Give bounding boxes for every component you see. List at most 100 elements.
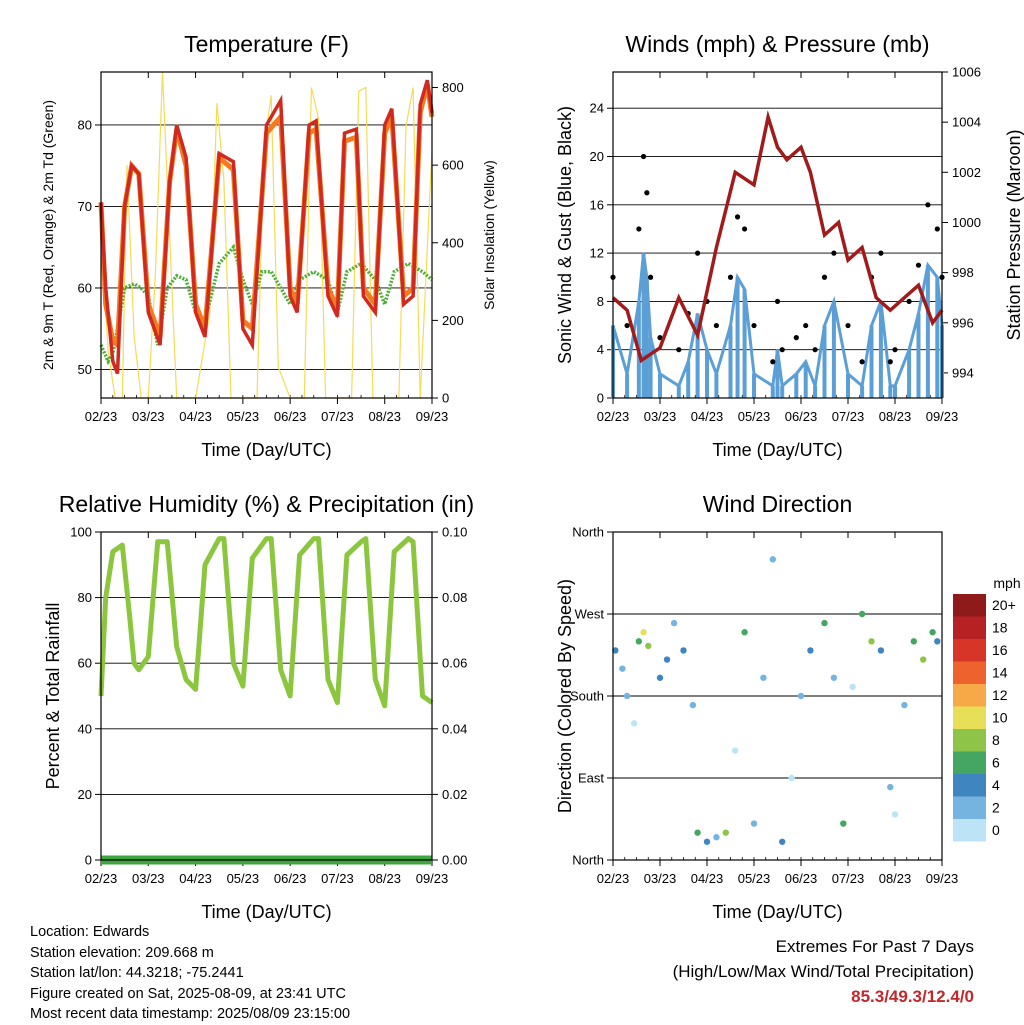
y-right-tick-label: 800	[442, 80, 464, 95]
extremes-subtitle: (High/Low/Max Wind/Total Precipitation)	[672, 962, 974, 981]
direction-point	[703, 838, 711, 845]
gust-point	[636, 226, 642, 232]
y-right-tick-label: 0	[442, 391, 449, 406]
x-tick-label: 08/23	[368, 871, 401, 886]
x-axis-label: Time (Day/UTC)	[712, 440, 842, 460]
direction-point	[750, 820, 758, 827]
direction-point	[797, 692, 805, 700]
gust-point	[774, 298, 781, 305]
y-right-tick-label: 1000	[952, 215, 981, 230]
gust-point	[742, 226, 748, 232]
x-tick-label: 06/23	[785, 871, 818, 886]
y-tick-label: 80	[78, 590, 92, 605]
y-tick-label: East	[578, 771, 604, 786]
y-right-tick-label: 0.00	[442, 853, 467, 868]
gust-point	[770, 359, 776, 365]
legend-label: 10	[992, 710, 1008, 726]
gust-point	[845, 322, 851, 329]
y-tick-label: 50	[78, 362, 92, 377]
x-tick-label: 03/23	[644, 409, 677, 424]
y-tick-label: 4	[597, 342, 604, 357]
x-axis-label: Time (Day/UTC)	[712, 902, 842, 922]
x-tick-label: 03/23	[132, 871, 165, 886]
legend-swatch	[953, 661, 986, 684]
series-pressure	[611, 110, 944, 364]
direction-point	[821, 619, 828, 627]
gust-point	[859, 359, 865, 365]
y-right-tick-label: 0.10	[442, 525, 467, 540]
plot-frame	[612, 71, 943, 399]
series-dewpoint	[99, 243, 434, 366]
direction-point	[722, 829, 729, 836]
station-elevation: Station elevation: 209.668 m	[30, 944, 214, 961]
x-tick-label: 02/23	[597, 871, 630, 886]
y-right-tick-label: 998	[952, 265, 974, 280]
y-right-tick-label: 0.02	[442, 787, 467, 802]
direction-point	[619, 665, 626, 672]
extremes-title: Extremes For Past 7 Days	[775, 937, 974, 956]
panel-title: Winds (mph) & Pressure (mb)	[625, 31, 929, 57]
y-right-tick-label: 994	[952, 365, 974, 380]
series-temp2m	[99, 79, 434, 375]
direction-point	[623, 692, 631, 700]
x-tick-label: 07/23	[832, 871, 865, 886]
x-tick-label: 05/23	[738, 871, 771, 886]
gust-point	[906, 298, 912, 305]
legend-label: 8	[992, 732, 1000, 748]
gust-point	[713, 322, 720, 329]
y-tick-label: 60	[78, 280, 92, 295]
x-tick-label: 02/23	[85, 409, 118, 424]
panel-1: Temperature (F) 50 60 70 80 02/23 03/23 04/23 05…	[40, 31, 497, 460]
speed-legend: mph 20+ 18 16 14 12 10 8 6 4 2 0	[953, 575, 1021, 842]
y-tick-label: 8	[597, 294, 604, 309]
panel-2: Winds (mph) & Pressure (mb) 0 4 8 12 16 20 24 02…	[555, 31, 1024, 460]
y-tick-label: 40	[78, 721, 92, 736]
panel-title: Relative Humidity (%) & Precipitation (i…	[59, 491, 474, 517]
direction-point	[663, 656, 671, 663]
legend-swatch	[953, 639, 986, 662]
y-axis-label: Direction (Colored By Speed)	[555, 579, 575, 813]
x-tick-label: 09/23	[416, 409, 449, 424]
direction-point	[807, 647, 814, 654]
direction-point	[849, 683, 856, 691]
direction-point	[670, 619, 678, 627]
gust-point	[624, 322, 630, 329]
gust-point	[640, 153, 647, 160]
extremes-value: 85.3/49.3/12.4/0	[851, 987, 974, 1006]
station-latlon: Station lat/lon: 44.3218; -75.2441	[30, 965, 244, 981]
y-tick-label: 70	[78, 199, 92, 214]
direction-point	[887, 783, 894, 791]
y-tick-label: 16	[590, 197, 604, 212]
y-axis-label: Percent & Total Rainfall	[43, 603, 63, 790]
y-right-tick-label: 600	[442, 158, 464, 173]
gust-point	[887, 359, 893, 365]
y-tick-label: South	[570, 689, 604, 704]
direction-point	[868, 638, 875, 645]
direction-point	[901, 701, 908, 709]
legend-swatch	[953, 774, 986, 797]
direction-point	[635, 638, 643, 645]
direction-point	[840, 820, 847, 827]
x-tick-label: 04/23	[691, 409, 724, 424]
y-tick-label: 60	[78, 656, 92, 671]
x-tick-label: 03/23	[644, 871, 677, 886]
direction-point	[788, 774, 795, 782]
gust-point	[648, 274, 654, 280]
y-tick-label: 20	[78, 787, 92, 802]
series-direction	[612, 556, 941, 845]
y-right-tick-label: 996	[952, 315, 974, 330]
x-tick-label: 04/23	[179, 409, 212, 424]
y-right-tick-label: 0.04	[442, 721, 467, 736]
y-tick-label: West	[575, 607, 605, 622]
direction-point	[640, 629, 647, 636]
plot-frame	[612, 531, 943, 861]
y-tick-label: 80	[78, 117, 92, 132]
x-tick-label: 06/23	[274, 871, 307, 886]
x-tick-label: 09/23	[416, 871, 449, 886]
x-tick-label: 07/23	[321, 409, 354, 424]
y-axis-label: 2m & 9m T (Red, Orange) & 2m Td (Green)	[40, 100, 56, 370]
series-gust	[610, 153, 945, 365]
x-tick-label: 05/23	[227, 409, 260, 424]
gust-point	[751, 322, 757, 329]
legend-swatch	[953, 684, 986, 707]
